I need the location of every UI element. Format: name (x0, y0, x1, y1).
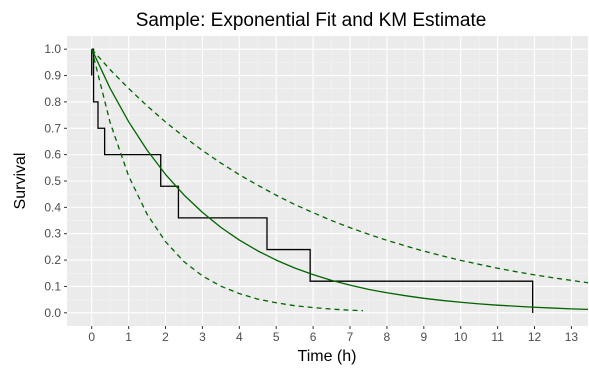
x-tick-label: 9 (420, 330, 427, 344)
x-tick-label: 7 (347, 330, 354, 344)
confidence-band-line-3 (91, 49, 363, 312)
x-tick-label: 8 (384, 330, 391, 344)
x-tick-label: 5 (273, 330, 280, 344)
km-step-line (91, 48, 534, 313)
chart-title: Sample: Exponential Fit and KM Estimate (136, 10, 487, 31)
y-axis-title: Survival (12, 153, 29, 210)
x-tick-label: 1 (125, 330, 132, 344)
y-tick-label: 0.6 (44, 148, 61, 162)
y-tick-label: 0.9 (44, 69, 61, 83)
y-tick-label: 1.0 (44, 42, 61, 56)
exponential-fit-line (91, 48, 589, 311)
x-axis-title: Time (h) (298, 348, 357, 365)
y-tick-label: 0.0 (44, 306, 61, 320)
y-tick-label: 0.4 (44, 200, 61, 214)
x-tick-label: 13 (565, 330, 579, 344)
x-tick-label: 12 (528, 330, 542, 344)
x-tick-label: 0 (88, 330, 95, 344)
y-tick-label: 0.1 (44, 279, 61, 293)
major-grid (67, 36, 588, 326)
y-tick-label: 0.3 (44, 227, 61, 241)
x-tick-label: 10 (454, 330, 468, 344)
x-tick-label: 3 (199, 330, 206, 344)
y-tick-label: 0.5 (44, 174, 61, 188)
y-tick-label: 0.7 (44, 121, 61, 135)
y-tick-label: 0.2 (44, 253, 61, 267)
x-tick-label: 6 (310, 330, 317, 344)
confidence-band-line-2 (91, 48, 589, 284)
x-axis: 0 1 2 3 4 5 6 7 8 9 10 11 12 13 (88, 326, 578, 344)
x-tick-label: 11 (491, 330, 504, 344)
y-axis: 0.0 0.1 0.2 0.3 0.4 0.5 0.6 0.7 0.8 0.9 1.0 (44, 42, 67, 320)
x-tick-label: 4 (236, 330, 243, 344)
series-layer (91, 48, 589, 313)
y-tick-label: 0.8 (44, 95, 61, 109)
x-tick-label: 2 (162, 330, 169, 344)
